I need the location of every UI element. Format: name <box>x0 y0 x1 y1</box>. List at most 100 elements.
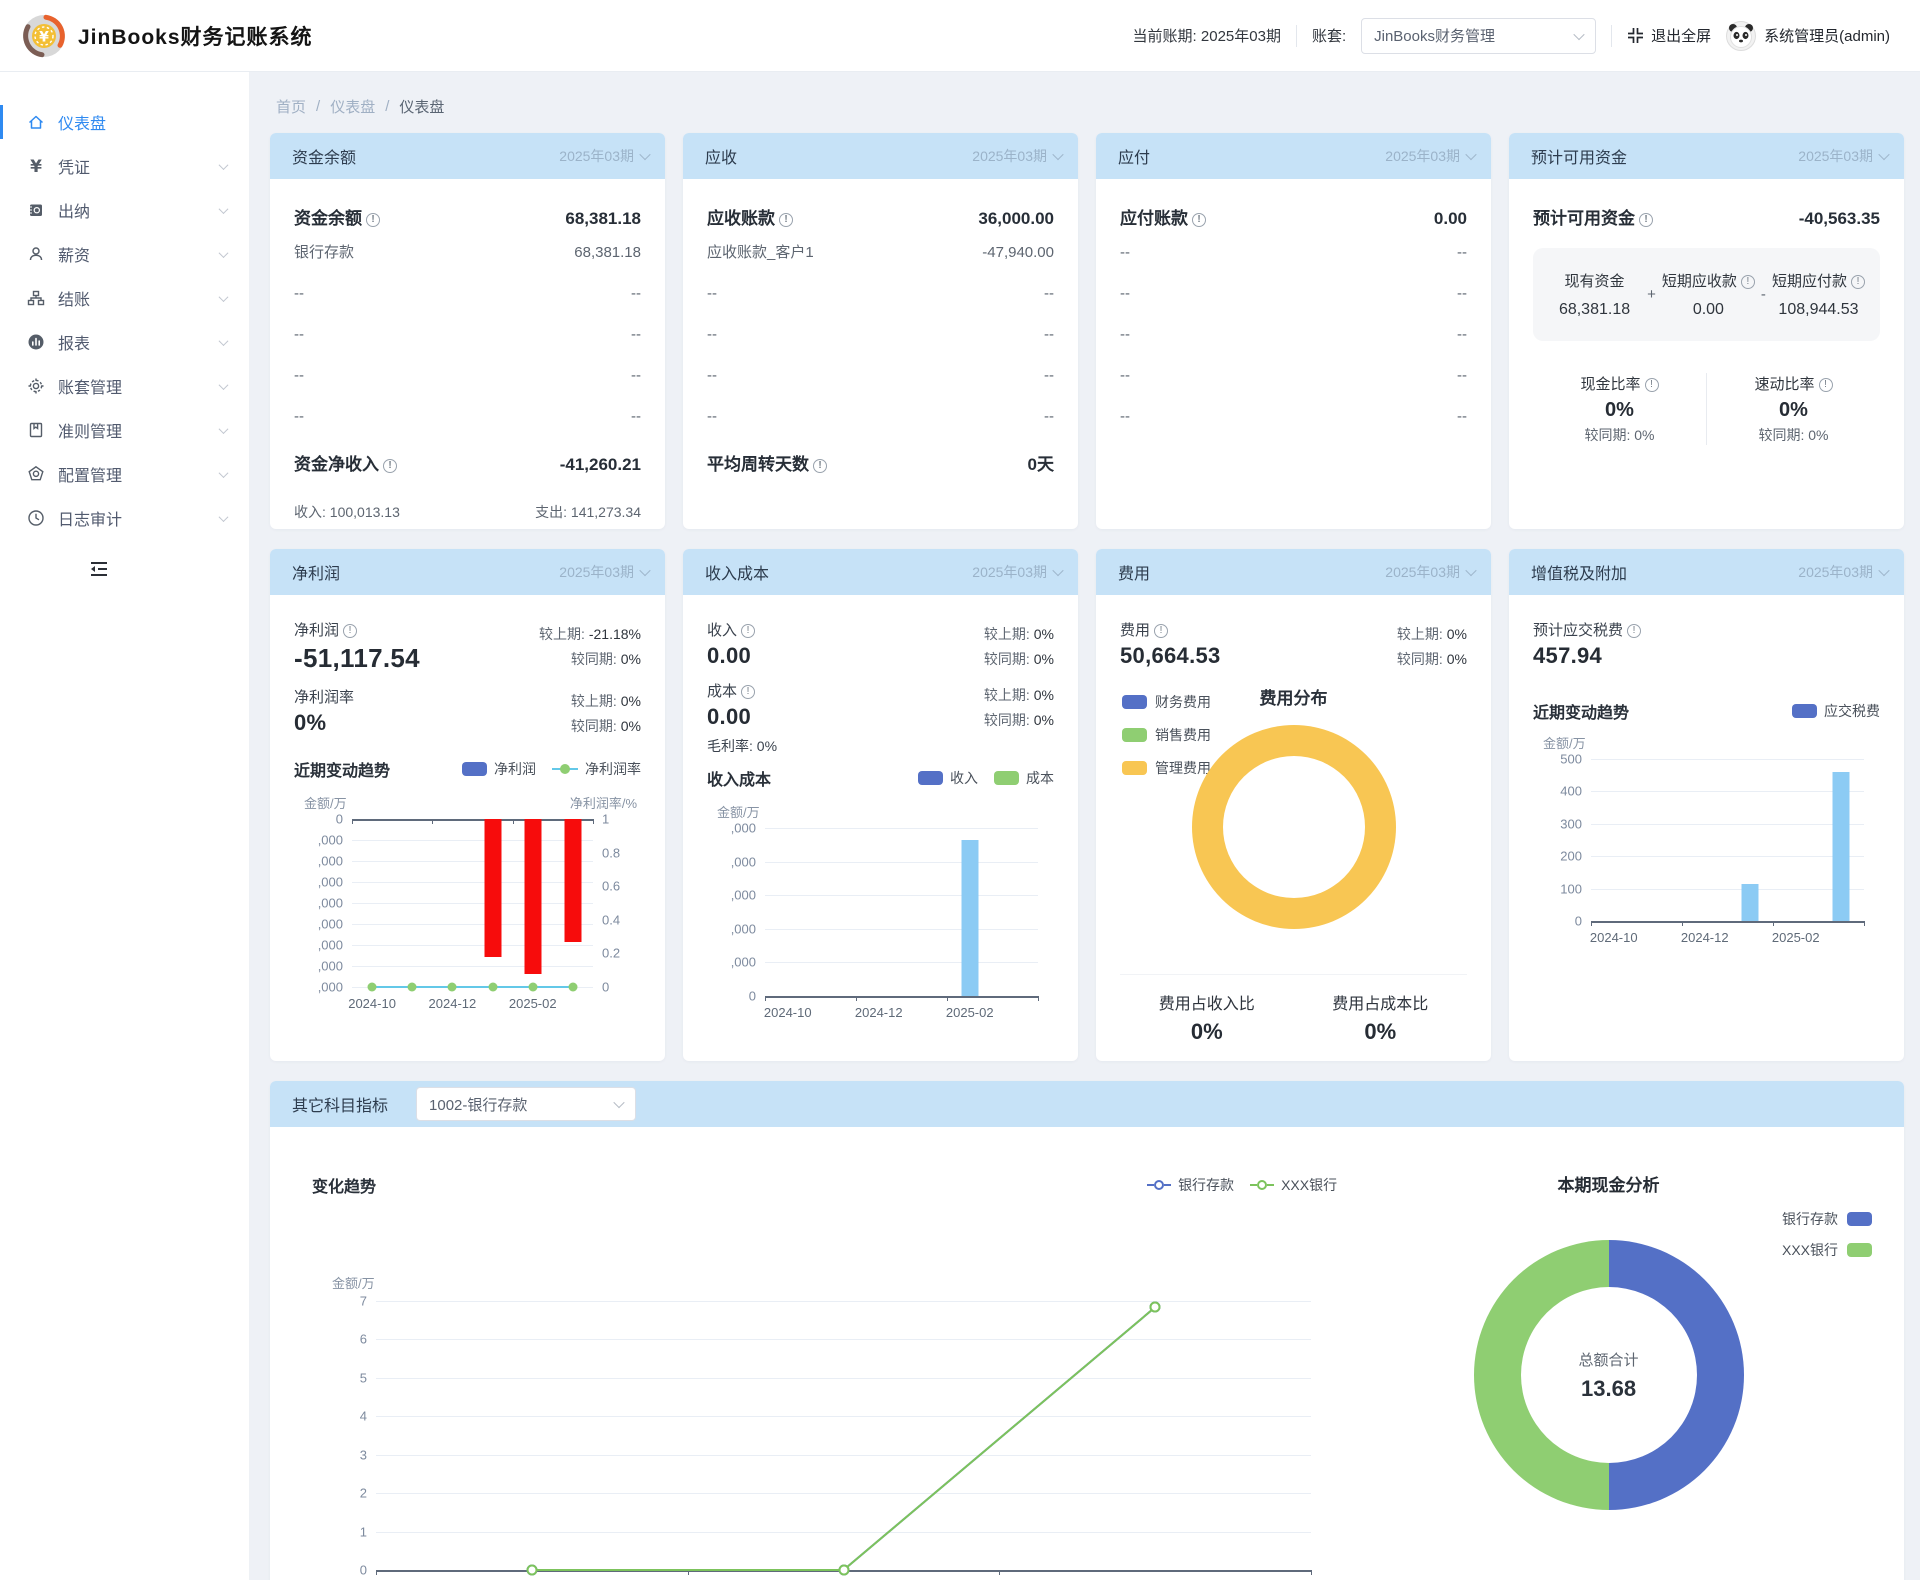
cash-donut-chart: 总额合计 13.68 <box>1473 1240 1744 1510</box>
legend-ring-marker <box>1250 1180 1275 1190</box>
account-trend-chart: 765432101月2月3月金额/万 <box>298 1273 1341 1580</box>
funds-balance-row: 资金余额 68,381.18 <box>294 204 641 229</box>
account-row: -- -- <box>707 285 1054 302</box>
divider <box>1295 24 1297 47</box>
info-icon[interactable] <box>813 459 827 473</box>
card-expense: 费用 2025年03期 费用 50,664.53 较上期:0% 较同期:0% <box>1096 549 1491 1061</box>
app-logo-icon: ¥ <box>22 14 66 58</box>
chart-legend[interactable]: 收入 成本 <box>918 768 1054 788</box>
card-period-selector[interactable]: 2025年03期 <box>1385 562 1477 582</box>
card-period-selector[interactable]: 2025年03期 <box>1798 146 1890 166</box>
card-period-selector[interactable]: 2025年03期 <box>972 562 1064 582</box>
chevron-down-icon <box>639 564 651 577</box>
info-icon[interactable] <box>383 459 397 473</box>
card-period-selector[interactable]: 2025年03期 <box>1798 562 1890 582</box>
chevron-down-icon <box>218 247 229 258</box>
cash-legend[interactable]: 银行存款 XXX银行 <box>1782 1209 1872 1260</box>
card-vat: 增值税及附加 2025年03期 预计应交税费 457.94 近期变动趋势 应交税… <box>1509 549 1904 1061</box>
sidebar-item-cashier[interactable]: 出纳 <box>0 188 249 232</box>
tax-chart: 500 400 300 200 100 0 2024-10 2024-12 2025-02 金额/… <box>1533 729 1880 955</box>
sidebar-item-audit-log[interactable]: 日志审计 <box>0 496 249 540</box>
cash-analysis-title: 本期现金分析 <box>1557 1176 1660 1195</box>
card-period-selector[interactable]: 2025年03期 <box>559 146 651 166</box>
legend-swatch <box>994 771 1019 785</box>
info-icon[interactable] <box>779 213 793 227</box>
card-title: 应收 <box>705 150 738 167</box>
sidebar: 仪表盘 ¥ 凭证 出纳 薪资 结账 报表 账套管理 <box>0 72 250 1580</box>
sidebar-collapse-button[interactable] <box>88 560 249 578</box>
sidebar-item-reports[interactable]: 报表 <box>0 320 249 364</box>
chevron-down-icon <box>218 379 229 390</box>
chevron-down-icon <box>218 159 229 170</box>
sidebar-item-dashboard[interactable]: 仪表盘 <box>0 100 249 144</box>
breadcrumb: 首页 / 仪表盘 / 仪表盘 <box>276 98 445 116</box>
sidebar-item-closing[interactable]: 结账 <box>0 276 249 320</box>
fee-legend[interactable]: 财务费用 销售费用 管理费用 <box>1122 692 1211 778</box>
cost-compare: 较上期: 0% 较同期: 0% <box>983 687 1054 728</box>
revenue-cost-chart: ,000,000,000,000,000 0 2024-10 2024-12 2025-… <box>707 798 1054 1030</box>
info-icon[interactable] <box>1192 213 1206 227</box>
info-icon[interactable] <box>741 685 756 699</box>
chevron-down-icon <box>218 511 229 522</box>
cost-value: 成本 0.00 毛利率: 0% <box>707 680 777 756</box>
info-icon[interactable] <box>1850 275 1865 289</box>
account-row: -- -- <box>707 326 1054 343</box>
chart-legend[interactable]: 银行存款 XXX银行 <box>1147 1175 1337 1195</box>
clock-icon <box>27 509 47 527</box>
chevron-down-icon <box>218 203 229 214</box>
account-row: -- -- <box>294 285 641 302</box>
info-icon[interactable] <box>1639 213 1653 227</box>
info-icon[interactable] <box>1627 624 1642 638</box>
svg-text:¥: ¥ <box>39 29 49 45</box>
card-receivable: 应收 2025年03期 应收账款 36,000.00 应收账款_客户1-47,9… <box>683 133 1078 529</box>
card-title: 其它科目指标 <box>292 1098 389 1115</box>
info-icon[interactable] <box>366 213 380 227</box>
cashier-icon <box>27 201 47 219</box>
sidebar-item-payroll[interactable]: 薪资 <box>0 232 249 276</box>
income-expense-row: 收入: 100,013.13 支出: 141,273.34 <box>294 504 641 520</box>
info-icon[interactable] <box>1740 275 1755 289</box>
info-icon[interactable] <box>741 624 756 638</box>
legend-swatch <box>1847 1212 1872 1226</box>
card-period-selector[interactable]: 2025年03期 <box>1385 146 1477 166</box>
exit-fullscreen-button[interactable]: 退出全屏 <box>1627 25 1711 46</box>
trend-title: 近期变动趋势 <box>1533 705 1630 722</box>
info-icon[interactable] <box>1644 378 1659 392</box>
card-title: 预计可用资金 <box>1531 150 1628 167</box>
breadcrumb-home[interactable]: 首页 <box>276 99 307 116</box>
chart-legend[interactable]: 净利润 净利润率 <box>462 759 641 779</box>
chart-legend[interactable]: 应交税费 <box>1792 701 1880 721</box>
info-icon[interactable] <box>343 624 358 638</box>
account-row: -- -- <box>707 367 1054 384</box>
account-row: -- -- <box>707 408 1054 425</box>
subject-select[interactable]: 1002-银行存款 <box>416 1087 637 1121</box>
card-period-selector[interactable]: 2025年03期 <box>972 146 1064 166</box>
card-period-selector[interactable]: 2025年03期 <box>559 562 651 582</box>
card-title: 净利润 <box>292 566 341 583</box>
breadcrumb-dashboard[interactable]: 仪表盘 <box>330 99 376 116</box>
account-row: -- -- <box>294 408 641 425</box>
formula-item: 现有资金 68,381.18 <box>1558 273 1631 318</box>
legend-swatch <box>918 771 943 785</box>
legend-swatch <box>1122 728 1147 742</box>
net-profit-value: 净利润 -51,117.54 <box>294 619 420 674</box>
sidebar-item-standards[interactable]: 准则管理 <box>0 408 249 452</box>
chevron-down-icon <box>1052 148 1064 161</box>
info-icon[interactable] <box>1818 378 1833 392</box>
sidebar-item-voucher[interactable]: ¥ 凭证 <box>0 144 249 188</box>
top-bar: ¥ JinBooks财务记账系统 当前账期: 2025年03期 账套: JinB… <box>0 0 1920 72</box>
cash-total-value: 13.68 <box>1581 1375 1637 1401</box>
account-set-select[interactable]: JinBooks财务管理 <box>1361 17 1597 54</box>
account-row: -- -- <box>1120 326 1467 343</box>
chevron-down-icon <box>1052 564 1064 577</box>
sidebar-item-account-sets[interactable]: 账套管理 <box>0 364 249 408</box>
sidebar-item-config[interactable]: 配置管理 <box>0 452 249 496</box>
compress-icon <box>1627 27 1644 44</box>
tax-value: 预计应交税费 457.94 <box>1533 619 1642 669</box>
chevron-down-icon <box>1878 564 1890 577</box>
chevron-down-icon <box>218 291 229 302</box>
funds-formula-box: 现有资金 68,381.18 + 短期应收款 0.00 - 短期应付款 108,… <box>1533 248 1880 341</box>
info-icon[interactable] <box>1154 624 1169 638</box>
account-row: -- -- <box>294 367 641 384</box>
user-menu[interactable]: 系统管理员(admin) <box>1726 20 1890 51</box>
